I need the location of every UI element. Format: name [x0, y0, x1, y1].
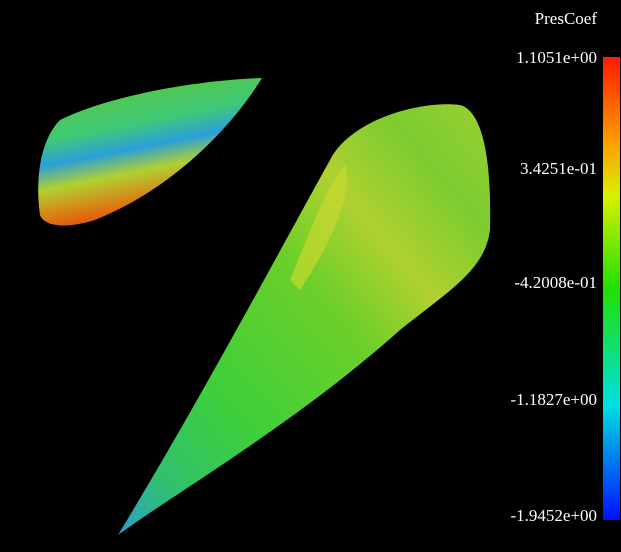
colorbar-label: 3.4251e-01	[520, 159, 597, 178]
colorbar-label: -1.9452e+00	[510, 506, 597, 525]
colorbar-label: -1.1827e+00	[510, 390, 597, 409]
colorbar-label: -4.2008e-01	[514, 273, 597, 292]
viewport: PresCoef 1.1051e+00 3.4251e-01 -4.2008e-…	[0, 0, 621, 552]
colorbar-label: 1.1051e+00	[516, 48, 597, 67]
colorbar-title: PresCoef	[535, 9, 598, 28]
colorbar	[603, 57, 620, 520]
